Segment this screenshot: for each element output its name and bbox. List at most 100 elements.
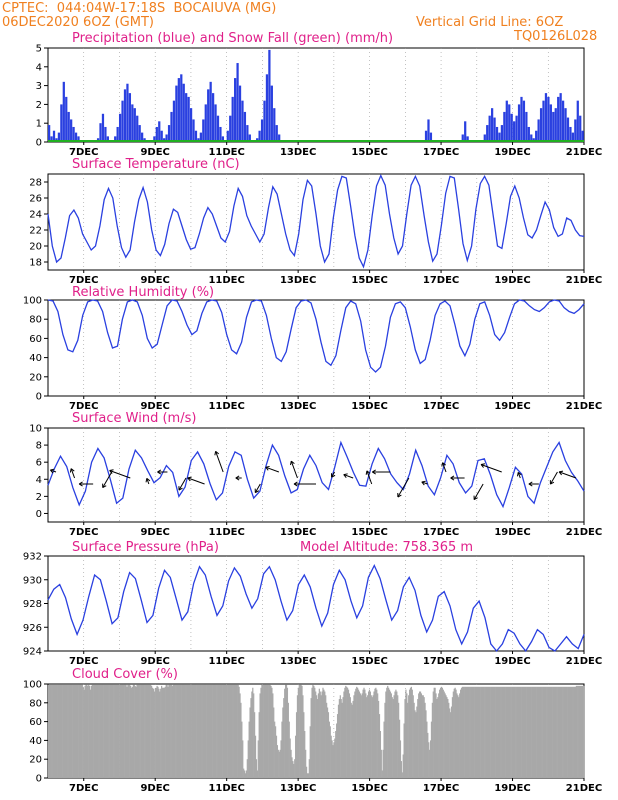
cloud-bar	[513, 686, 516, 778]
cloud-bar	[576, 685, 578, 778]
cloud-bar	[248, 721, 250, 778]
cloud-bar	[366, 697, 368, 778]
cloud-bar	[173, 684, 176, 778]
cloud-bar	[119, 684, 121, 778]
x-day-label: 21DEC	[566, 147, 602, 158]
cloud-bar	[400, 761, 402, 778]
precip-bar	[153, 136, 156, 142]
wind-arrow-head	[109, 470, 113, 474]
wind-arrow-head	[235, 477, 240, 481]
cloud-bar	[139, 684, 141, 778]
cloud-bar	[444, 693, 446, 778]
cloud-bar	[320, 695, 322, 778]
cloud-bar	[410, 686, 413, 778]
cloud-bar	[100, 684, 103, 778]
cloud-bar	[472, 686, 475, 778]
precip-bar	[495, 126, 499, 142]
header-grid-note: Vertical Grid Line: 6OZ	[416, 15, 564, 30]
wind-arrow-head	[215, 450, 220, 455]
precip-bar	[505, 100, 508, 142]
panel-title-5: Cloud Cover (%)	[72, 667, 178, 682]
precip-bar	[246, 125, 249, 142]
cloud-bar	[555, 686, 557, 778]
x-day-label: 13DEC	[280, 656, 316, 667]
wind-arrow	[254, 483, 261, 493]
cloud-bar	[283, 698, 285, 778]
y-tick-label: 20	[29, 372, 42, 383]
x-day-label: 17DEC	[423, 401, 459, 412]
cloud-bar	[502, 686, 505, 778]
cloud-bar	[165, 684, 167, 778]
cloud-bar	[127, 684, 129, 778]
precip-bar	[265, 74, 269, 142]
cloud-bar	[488, 686, 490, 778]
precip-bar	[544, 93, 548, 142]
wind-arrow	[421, 481, 428, 485]
cloud-bar	[510, 686, 512, 778]
cloud-bar	[466, 686, 468, 778]
cloud-bar	[215, 684, 217, 778]
precip-bar	[517, 104, 521, 142]
precip-bar	[486, 125, 489, 142]
cloud-bar	[439, 689, 441, 778]
cloud-bar	[62, 684, 64, 778]
wind-arrow	[366, 470, 373, 485]
precip-bar	[241, 100, 244, 142]
cloud-bar	[498, 686, 500, 778]
precip-bar	[170, 111, 173, 142]
wind-arrow-head	[550, 481, 555, 485]
panel-title-4: Surface Pressure (hPa)	[72, 540, 219, 555]
cloud-bar	[399, 740, 402, 778]
precip-bar	[50, 136, 53, 142]
wind-arrow-head	[290, 460, 292, 466]
cloud-bar	[262, 684, 264, 778]
cloud-bar	[562, 686, 564, 778]
cloud-bar	[265, 684, 268, 778]
cloud-bar	[573, 686, 575, 778]
cloud-bar	[220, 684, 222, 778]
panel-frame-3	[47, 427, 585, 523]
cloud-bar	[409, 687, 412, 778]
x-day-label: 11DEC	[208, 275, 244, 286]
cloud-bar	[335, 731, 337, 778]
cloud-bar	[101, 684, 103, 778]
cloud-bar	[223, 684, 225, 778]
cloud-bar	[529, 686, 531, 778]
cloud-bar	[485, 686, 487, 778]
y-tick-label: 22	[29, 226, 42, 237]
precip-bar	[165, 134, 168, 142]
x-day-label: 9DEC	[140, 527, 169, 538]
x-day-label: 9DEC	[140, 783, 169, 794]
cloud-bar	[542, 686, 544, 778]
cloud-bar	[533, 686, 536, 778]
precip-bar	[270, 85, 273, 142]
cloud-bar	[501, 686, 503, 778]
cloud-bar	[285, 684, 288, 778]
cloud-bar	[302, 695, 304, 778]
cloud-bar	[151, 687, 154, 778]
wind-arrow-head	[49, 469, 54, 474]
cloud-bar	[413, 702, 415, 778]
series-line-2	[47, 299, 585, 373]
cloud-bar	[183, 684, 186, 778]
cloud-bar	[256, 770, 258, 778]
precip-bar	[260, 119, 264, 142]
cloud-bar	[560, 686, 562, 778]
cloud-bar	[141, 684, 144, 778]
precip-bar	[114, 136, 117, 142]
cloud-bar	[257, 740, 259, 778]
cloud-bar	[398, 719, 401, 778]
cloud-bar	[253, 693, 255, 778]
precip-bar	[498, 132, 501, 142]
cloud-bar	[442, 689, 444, 778]
precip-bar	[513, 121, 516, 142]
cloud-bar	[53, 684, 55, 778]
cloud-bar	[242, 740, 244, 778]
cloud-bar	[212, 684, 215, 778]
cloud-bar	[579, 685, 581, 778]
cloud-bar	[402, 754, 404, 778]
cloud-bar	[252, 687, 254, 778]
cloud-bar	[357, 687, 359, 778]
cloud-bar	[104, 684, 106, 778]
cloud-bar	[175, 684, 177, 778]
